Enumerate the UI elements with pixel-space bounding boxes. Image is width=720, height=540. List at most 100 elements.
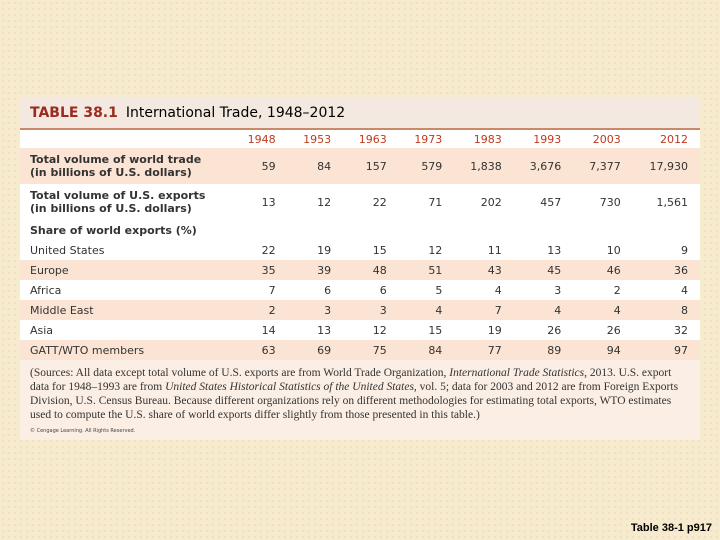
table-cell: 48 bbox=[343, 260, 399, 280]
row-label: GATT/WTO members bbox=[30, 343, 145, 357]
table-cell: 8 bbox=[632, 300, 700, 320]
table-row: Africa 7 6 6 5 4 3 2 4 bbox=[20, 280, 700, 300]
table-cell: 2 bbox=[232, 300, 288, 320]
source-note: (Sources: All data except total volume o… bbox=[20, 360, 700, 428]
table-cell: 4 bbox=[513, 300, 574, 320]
table-panel: TABLE 38.1 International Trade, 1948–201… bbox=[20, 98, 700, 440]
column-header: 1948 bbox=[247, 132, 276, 146]
header-cell bbox=[20, 130, 232, 148]
table-cell: 77 bbox=[454, 340, 514, 360]
table-cell: 3 bbox=[343, 300, 399, 320]
note-text: , 2013. U.S. export data for 1948–1993 a… bbox=[30, 367, 672, 393]
table-cell: 32 bbox=[674, 323, 688, 337]
table-cell: 45 bbox=[513, 260, 574, 280]
table-cell: 2 bbox=[613, 283, 621, 297]
table-cell: 84 bbox=[287, 148, 344, 184]
row-label-cell: Africa bbox=[20, 280, 232, 300]
data-table: 1948 1953 1963 1973 1983 1993 2003 2012 Total vo… bbox=[20, 130, 700, 360]
column-header: 1973 bbox=[414, 132, 443, 146]
row-label: Africa bbox=[30, 283, 62, 297]
table-cell: 11 bbox=[487, 243, 502, 257]
note-text: (Sources: All data except total volume o… bbox=[30, 367, 450, 379]
table-cell: 94 bbox=[573, 340, 633, 360]
table-cell: 84 bbox=[398, 340, 455, 360]
table-cell: 3 bbox=[554, 283, 562, 297]
table-cell: 1,838 bbox=[454, 148, 514, 184]
table-row: GATT/WTO members 63 69 75 84 77 89 94 97 bbox=[20, 340, 700, 360]
table-cell: 63 bbox=[232, 340, 288, 360]
table-cell: 5 bbox=[435, 283, 443, 297]
header-row: 1948 1953 1963 1973 1983 1993 2003 2012 bbox=[20, 130, 700, 148]
row-label-cell: Europe bbox=[20, 260, 232, 280]
table-cell: 39 bbox=[287, 260, 344, 280]
row-sublabel: (in billions of U.S. dollars) bbox=[30, 202, 192, 215]
table-cell: 457 bbox=[540, 195, 562, 209]
row-label-cell: Asia bbox=[20, 320, 232, 340]
table-cell: 730 bbox=[599, 195, 621, 209]
row-label-cell: United States bbox=[20, 240, 232, 260]
row-label-cell: Total volume of world trade (in billions … bbox=[20, 148, 232, 184]
table-cell: 6 bbox=[379, 283, 387, 297]
table-cell: 26 bbox=[547, 323, 562, 337]
table-cell: 69 bbox=[287, 340, 344, 360]
table-row: Middle East 2 3 3 4 7 4 4 8 bbox=[20, 300, 700, 320]
column-header: 2012 bbox=[660, 132, 688, 146]
row-label: Asia bbox=[30, 323, 54, 337]
row-label: United States bbox=[30, 243, 105, 257]
table-cell: 4 bbox=[398, 300, 455, 320]
table-cell: 15 bbox=[428, 323, 443, 337]
table-cell: 13 bbox=[261, 195, 276, 209]
table-cell: 46 bbox=[573, 260, 633, 280]
table-cell: 7 bbox=[268, 283, 276, 297]
table-cell: 14 bbox=[261, 323, 276, 337]
column-header: 1983 bbox=[473, 132, 502, 146]
table-cell: 22 bbox=[261, 243, 276, 257]
table-cell: 6 bbox=[324, 283, 332, 297]
row-label-cell: Share of world exports (%) bbox=[20, 220, 232, 240]
row-label: Total volume of world trade bbox=[30, 153, 202, 166]
row-label-cell: Total volume of U.S. exports (in billions… bbox=[20, 184, 232, 220]
table-cell: 579 bbox=[398, 148, 455, 184]
table-row: Asia 14 13 12 15 19 26 26 32 bbox=[20, 320, 700, 340]
copyright: © Cengage Learning. All Rights Reserved. bbox=[20, 428, 700, 440]
row-label: Total volume of U.S. exports bbox=[30, 189, 206, 202]
table-cell: 9 bbox=[681, 243, 688, 257]
table-cell: 10 bbox=[606, 243, 621, 257]
note-text: United States Historical Statistics of t… bbox=[165, 381, 414, 393]
empty-cell bbox=[232, 220, 700, 240]
row-sublabel: (in billions of U.S. dollars) bbox=[30, 166, 192, 179]
table-cell: 15 bbox=[372, 243, 387, 257]
table-cell: 89 bbox=[513, 340, 574, 360]
table-cell: 12 bbox=[317, 195, 332, 209]
table-cell: 4 bbox=[681, 283, 688, 297]
table-row: Europe 35 39 48 51 43 45 46 36 bbox=[20, 260, 700, 280]
table-cell: 17,930 bbox=[632, 148, 700, 184]
table-cell: 51 bbox=[398, 260, 455, 280]
table-row: Share of world exports (%) bbox=[20, 220, 700, 240]
column-header: 1963 bbox=[358, 132, 387, 146]
table-cell: 13 bbox=[547, 243, 562, 257]
column-header: 1953 bbox=[303, 132, 332, 146]
table-cell: 35 bbox=[232, 260, 288, 280]
table-cell: 1,561 bbox=[656, 195, 689, 209]
table-cell: 4 bbox=[573, 300, 633, 320]
table-cell: 19 bbox=[317, 243, 332, 257]
note-text: , vol. 5; data for 2003 and 2012 are fro… bbox=[30, 381, 679, 421]
table-row: Total volume of world trade (in billions … bbox=[20, 148, 700, 184]
table-cell: 59 bbox=[232, 148, 288, 184]
title-bar: TABLE 38.1 International Trade, 1948–201… bbox=[20, 98, 700, 130]
table-cell: 3,676 bbox=[513, 148, 574, 184]
row-label-cell: Middle East bbox=[20, 300, 232, 320]
table-cell: 7,377 bbox=[573, 148, 633, 184]
row-label: Middle East bbox=[30, 303, 94, 317]
table-cell: 4 bbox=[494, 283, 502, 297]
table-cell: 12 bbox=[428, 243, 443, 257]
table-cell: 202 bbox=[480, 195, 502, 209]
table-cell: 36 bbox=[632, 260, 700, 280]
table-cell: 7 bbox=[454, 300, 514, 320]
row-label-cell: GATT/WTO members bbox=[20, 340, 232, 360]
table-cell: 71 bbox=[428, 195, 443, 209]
table-cell: 75 bbox=[343, 340, 399, 360]
table-row: Total volume of U.S. exports (in billions… bbox=[20, 184, 700, 220]
table-cell: 22 bbox=[372, 195, 387, 209]
